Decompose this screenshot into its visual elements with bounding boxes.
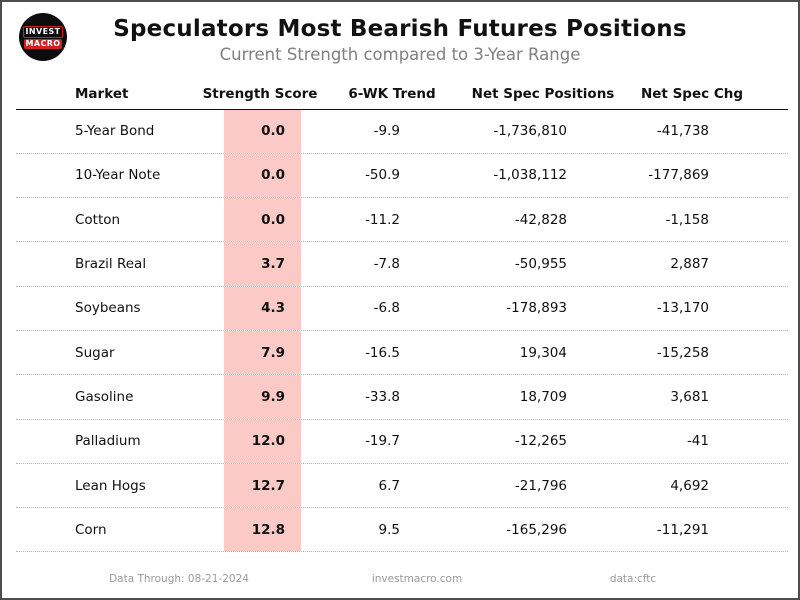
column-header-market: Market [75, 85, 129, 102]
table-row: Sugar 7.9 -16.5 19,304 -15,258 [16, 330, 788, 376]
market-cell: Gasoline [75, 388, 134, 405]
net-spec-positions-cell: 18,709 [519, 388, 567, 405]
market-cell: Lean Hogs [75, 477, 146, 494]
net-spec-positions-cell: -42,828 [514, 211, 567, 228]
net-spec-chg-cell: 4,692 [670, 477, 709, 494]
market-cell: 5-Year Bond [75, 123, 155, 140]
market-cell: Cotton [75, 211, 121, 228]
net-spec-chg-cell: 2,887 [670, 256, 709, 273]
table-body: 5-Year Bond 0.0 -9.9 -1,736,810 -41,738 … [16, 109, 788, 553]
6wk-trend-cell: -16.5 [365, 344, 400, 361]
net-spec-chg-cell: -41,738 [656, 123, 709, 140]
logo-macro-text: MACRO [23, 38, 63, 49]
strength-score-cell: 4.3 [224, 286, 301, 330]
investmacro-logo: INVEST MACRO [19, 13, 67, 61]
market-cell: Palladium [75, 433, 141, 450]
futures-table: Market Strength Score 6-WK Trend Net Spe… [16, 66, 788, 553]
table-header-row: Market Strength Score 6-WK Trend Net Spe… [16, 66, 788, 110]
header: INVEST MACRO Speculators Most Bearish Fu… [2, 2, 798, 66]
table-row: Cotton 0.0 -11.2 -42,828 -1,158 [16, 198, 788, 243]
table-row: Gasoline 9.9 -33.8 18,709 3,681 [16, 375, 788, 420]
table-row: Brazil Real 3.7 -7.8 -50,955 2,887 [16, 242, 788, 287]
6wk-trend-cell: -19.7 [365, 433, 400, 450]
column-header-net-spec-chg: Net Spec Chg [640, 85, 744, 102]
6wk-trend-cell: -11.2 [365, 211, 400, 228]
logo-invest-text: INVEST [22, 25, 64, 38]
market-cell: Corn [75, 521, 107, 538]
strength-score-cell: 3.7 [224, 242, 301, 286]
strength-score-cell: 12.0 [224, 419, 301, 463]
strength-score-cell: 0.0 [224, 198, 301, 242]
table-row: 5-Year Bond 0.0 -9.9 -1,736,810 -41,738 [16, 109, 788, 154]
table-row: Lean Hogs 12.7 6.7 -21,796 4,692 [16, 463, 788, 509]
strength-score-cell: 0.0 [224, 109, 301, 153]
table-row: 10-Year Note 0.0 -50.9 -1,038,112 -177,8… [16, 153, 788, 199]
market-cell: Sugar [75, 344, 115, 361]
strength-score-cell: 7.9 [224, 330, 301, 375]
net-spec-positions-cell: -165,296 [506, 521, 567, 538]
net-spec-chg-cell: -41 [686, 433, 709, 450]
net-spec-positions-cell: -178,893 [506, 300, 567, 317]
net-spec-chg-cell: -177,869 [648, 167, 709, 184]
footer: Data Through: 08-21-2024 investmacro.com… [2, 573, 798, 591]
6wk-trend-cell: 6.7 [378, 477, 400, 494]
6wk-trend-cell: -9.9 [373, 123, 400, 140]
market-cell: 10-Year Note [75, 167, 161, 184]
market-cell: Brazil Real [75, 256, 147, 273]
market-cell: Soybeans [75, 300, 141, 317]
column-header-6wk-trend: 6-WK Trend [348, 85, 436, 102]
net-spec-positions-cell: -1,736,810 [493, 123, 567, 140]
column-header-net-spec-positions: Net Spec Positions [471, 85, 615, 102]
net-spec-positions-cell: -50,955 [514, 256, 567, 273]
6wk-trend-cell: -33.8 [365, 388, 400, 405]
table-row: Palladium 12.0 -19.7 -12,265 -41 [16, 419, 788, 464]
6wk-trend-cell: -50.9 [365, 167, 400, 184]
net-spec-chg-cell: -1,158 [665, 211, 709, 228]
page-subtitle: Current Strength compared to 3-Year Rang… [219, 45, 581, 64]
column-header-strength-score: Strength Score [202, 85, 318, 102]
6wk-trend-cell: 9.5 [378, 521, 400, 538]
net-spec-chg-cell: -15,258 [656, 344, 709, 361]
net-spec-chg-cell: -13,170 [656, 300, 709, 317]
net-spec-positions-cell: -1,038,112 [493, 167, 567, 184]
table-row: Soybeans 4.3 -6.8 -178,893 -13,170 [16, 286, 788, 331]
net-spec-chg-cell: -11,291 [656, 521, 709, 538]
website-label: investmacro.com [371, 573, 463, 585]
strength-score-cell: 12.7 [224, 463, 301, 508]
page-title: Speculators Most Bearish Futures Positio… [113, 16, 687, 42]
net-spec-positions-cell: -21,796 [514, 477, 567, 494]
6wk-trend-cell: -6.8 [373, 300, 400, 317]
net-spec-positions-cell: -12,265 [514, 433, 567, 450]
6wk-trend-cell: -7.8 [373, 256, 400, 273]
strength-score-cell: 0.0 [224, 153, 301, 198]
net-spec-chg-cell: 3,681 [670, 388, 709, 405]
data-source-label: data:cftc [609, 573, 657, 585]
net-spec-positions-cell: 19,304 [519, 344, 567, 361]
table-row: Corn 12.8 9.5 -165,296 -11,291 [16, 508, 788, 553]
strength-score-cell: 12.8 [224, 508, 301, 552]
data-through-label: Data Through: 08-21-2024 [109, 573, 249, 585]
strength-score-cell: 9.9 [224, 375, 301, 419]
